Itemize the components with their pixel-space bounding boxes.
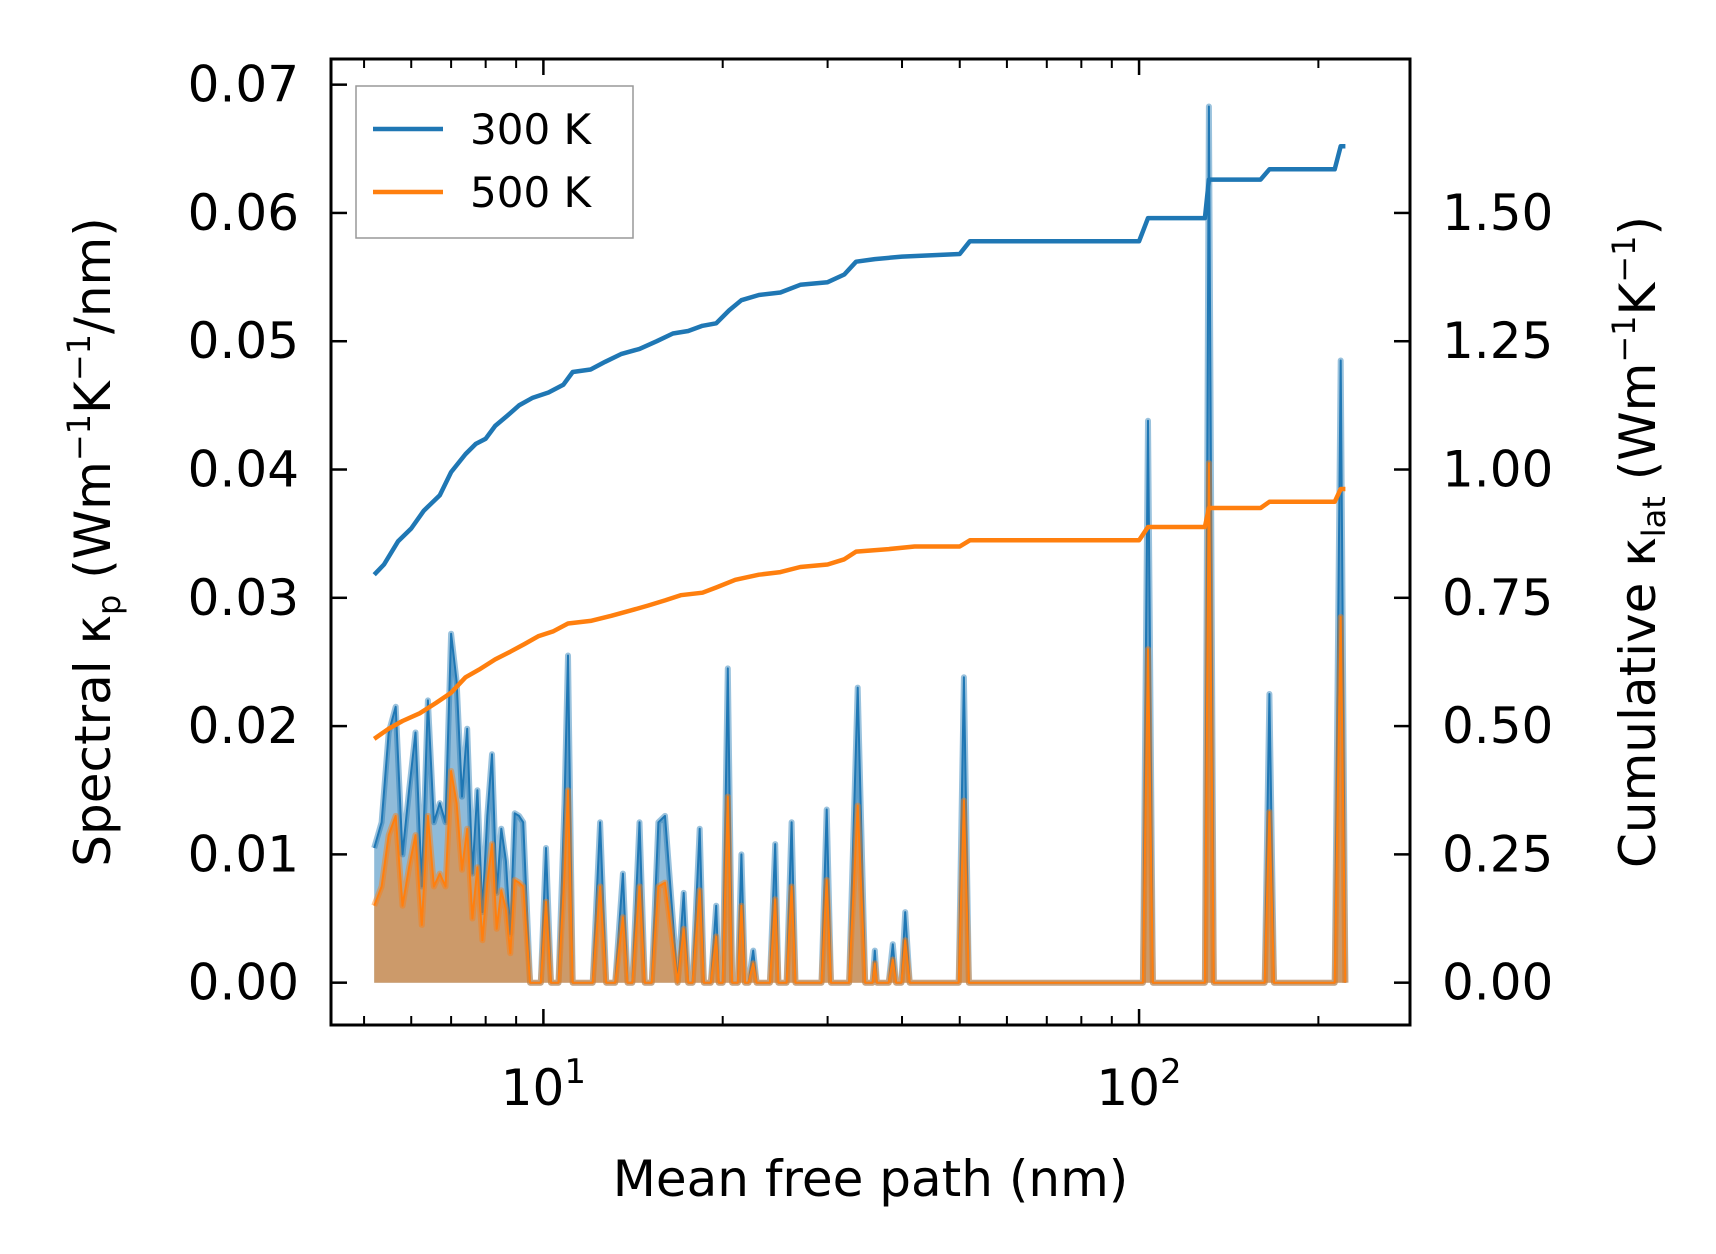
series-layer: [371, 103, 1349, 986]
legend: 300 K 500 K: [355, 85, 634, 239]
y-left-tick-label: 0.04: [188, 441, 299, 499]
y-right-tick-label: 0.50: [1442, 697, 1553, 755]
y-left-tick-label: 0.06: [188, 184, 299, 242]
y-right-label-sub: lat: [1635, 496, 1673, 537]
plot-frame: [329, 57, 1412, 1027]
y-right-tick-label: 0.75: [1442, 569, 1553, 627]
y-left-tick-label: 0.02: [188, 697, 299, 755]
y-right-label-sup: −1: [1605, 315, 1643, 362]
y-left-label-part: K: [64, 380, 122, 414]
cumulative-line-500k: [372, 486, 1346, 741]
y-right-label-part: (Wm: [1609, 363, 1667, 497]
y-left-label-part: (Wm: [64, 461, 122, 595]
y-right-label-sup: −1: [1605, 236, 1643, 283]
y-right-tick-label: 0.00: [1442, 954, 1553, 1012]
cumulative-line-300k: [372, 143, 1346, 577]
y-right-tick-label: 1.50: [1442, 184, 1553, 242]
x-tick-label: 101: [501, 1052, 586, 1117]
y-right-label-part: ): [1609, 216, 1667, 236]
x-tick-label: 102: [1096, 1052, 1181, 1117]
y-right-label-part: Cumulative κ: [1609, 537, 1667, 868]
y-left-tick-label: 0.07: [188, 56, 299, 114]
y-right-tick-label: 0.25: [1442, 825, 1553, 883]
y-right-tick-label: 1.00: [1442, 441, 1553, 499]
y-left-axis-label: Spectral κp (Wm−1K−1/nm): [60, 217, 128, 867]
ticks-layer: 0.00 0.01 0.02 0.03 0.04 0.05 0.06 0.07 0.00 0.25…: [188, 56, 1554, 1117]
y-left-label-sub: p: [90, 595, 128, 615]
y-left-label-sup: −1: [60, 414, 98, 461]
y-left-tick-label: 0.03: [188, 569, 299, 627]
y-left-label-part: /nm): [64, 217, 122, 334]
y-left-label-sup: −1: [60, 334, 98, 381]
y-left-tick-label: 0.01: [188, 825, 299, 883]
y-right-axis-label: Cumulative κlat (Wm−1K−1): [1605, 216, 1673, 868]
y-left-tick-label: 0.05: [188, 312, 299, 370]
y-left-tick-label: 0.00: [188, 954, 299, 1012]
y-right-label-part: K: [1609, 281, 1667, 315]
spectral-line-500k: [373, 462, 1347, 984]
y-right-tick-label: 1.25: [1442, 312, 1553, 370]
x-axis-label: Mean free path (nm): [613, 1150, 1129, 1208]
legend-frame: [355, 85, 634, 239]
y-left-label-part: Spectral κ: [64, 615, 122, 867]
legend-label-500k: 500 K: [470, 168, 593, 217]
legend-label-300k: 300 K: [470, 105, 593, 154]
